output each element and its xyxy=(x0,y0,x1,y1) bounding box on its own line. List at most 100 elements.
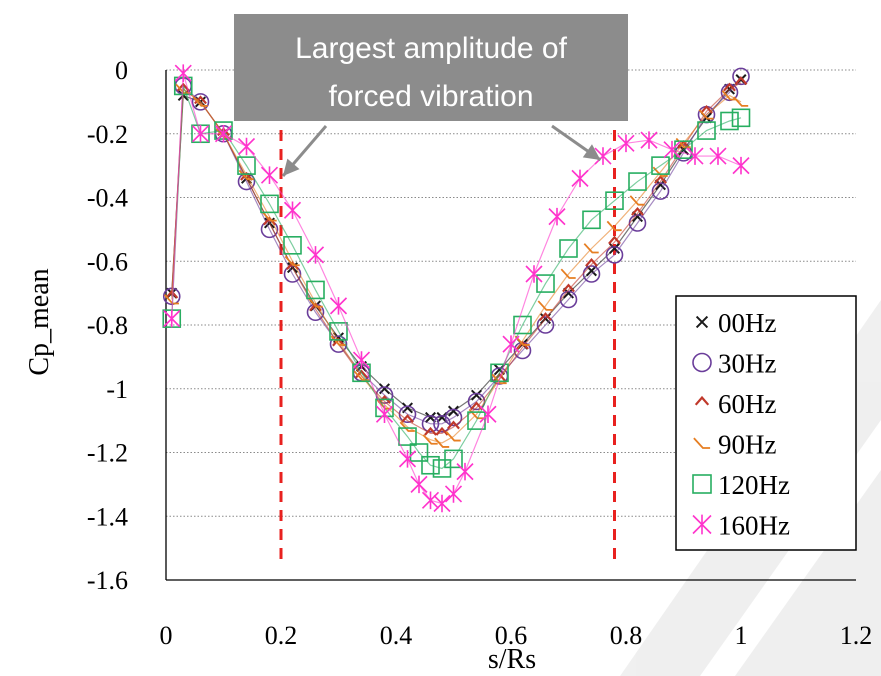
series-line xyxy=(171,82,742,434)
data-point xyxy=(330,335,346,346)
data-point xyxy=(398,427,417,446)
data-point xyxy=(421,491,440,510)
data-point xyxy=(628,172,647,191)
data-point xyxy=(398,450,417,468)
data-point xyxy=(698,109,714,120)
data-point xyxy=(432,459,452,478)
data-point xyxy=(435,426,449,436)
data-point xyxy=(723,82,736,92)
data-point xyxy=(548,207,566,226)
x-tick-label: 0 xyxy=(160,621,173,650)
data-point xyxy=(192,96,208,107)
legend-label: 90Hz xyxy=(718,430,776,460)
legend-label: 30Hz xyxy=(718,349,776,379)
annotation-line-2: forced vibration xyxy=(328,80,533,113)
data-point xyxy=(307,297,323,308)
annotation-arrows xyxy=(281,124,602,177)
data-point xyxy=(191,93,210,111)
x-tick-label: 0.2 xyxy=(265,621,298,650)
data-point xyxy=(651,182,670,200)
data-point xyxy=(692,514,712,535)
data-point xyxy=(654,175,667,184)
data-point xyxy=(491,373,507,385)
data-point xyxy=(605,246,624,264)
x-tick-label: 0.6 xyxy=(495,621,528,650)
data-point xyxy=(559,239,578,258)
series-line xyxy=(171,87,742,444)
legend-entry: 120Hz xyxy=(692,470,790,500)
x-tick-label: 1 xyxy=(735,621,748,650)
series-30Hz xyxy=(162,67,750,433)
legend-entry: 60Hz xyxy=(694,389,776,419)
series-line xyxy=(171,85,742,470)
data-point xyxy=(237,156,256,175)
y-axis-title: Cp_mean xyxy=(24,268,55,375)
data-point xyxy=(686,147,704,165)
data-point xyxy=(606,220,622,232)
legend-label: 160Hz xyxy=(718,511,790,541)
x-tick-label: 0.8 xyxy=(610,621,643,650)
legend: 00Hz 30Hz 60Hz 90Hz 120Hz 160Hz xyxy=(675,295,857,551)
data-point xyxy=(409,443,429,462)
legend-entry: 30Hz xyxy=(692,349,776,379)
x-tick-label: 1.2 xyxy=(840,621,873,650)
series-line xyxy=(171,79,742,419)
data-point xyxy=(283,265,302,283)
legend-entry: 160Hz xyxy=(692,511,790,541)
x-tick-labels: 0 0.2 0.4 0.6 0.8 1 1.2 xyxy=(160,621,873,650)
data-point xyxy=(663,140,681,159)
data-point xyxy=(536,316,555,334)
data-point xyxy=(399,421,415,432)
legend-entry: 90Hz xyxy=(693,430,776,460)
data-point xyxy=(502,335,520,353)
data-point xyxy=(283,201,302,220)
x-tick-label: 0.4 xyxy=(380,621,413,650)
series-line xyxy=(171,73,742,505)
y-tick-label: -0.2 xyxy=(87,120,128,149)
data-point xyxy=(514,335,530,346)
data-point xyxy=(513,315,532,335)
data-point xyxy=(260,194,279,214)
annotation-line-1: Largest amplitude of xyxy=(295,32,567,65)
y-tick-label: -1.6 xyxy=(87,566,128,595)
data-point xyxy=(694,395,710,406)
data-point xyxy=(283,236,302,255)
annotation-arrowhead xyxy=(582,144,601,160)
data-point xyxy=(306,280,325,300)
data-point xyxy=(421,455,440,475)
data-point xyxy=(583,243,599,254)
data-point xyxy=(585,257,598,267)
data-point xyxy=(352,351,371,369)
data-point xyxy=(693,437,711,449)
legend-label: 60Hz xyxy=(718,389,776,419)
data-point xyxy=(536,274,555,293)
data-point xyxy=(421,415,440,433)
data-point xyxy=(617,134,635,153)
data-point xyxy=(539,312,552,321)
data-point xyxy=(721,90,737,101)
legend-entries: 00Hz 30Hz 60Hz 90Hz 120Hz 160Hz xyxy=(692,308,790,541)
data-point xyxy=(191,124,210,143)
data-point xyxy=(652,166,668,177)
vibration-marker-lines xyxy=(279,130,616,566)
data-point xyxy=(401,414,414,423)
data-point xyxy=(434,437,450,448)
data-point xyxy=(329,335,348,353)
legend-label: 00Hz xyxy=(718,308,776,338)
data-point xyxy=(424,426,437,436)
data-point xyxy=(651,156,670,175)
data-point xyxy=(525,265,543,283)
data-point xyxy=(263,216,276,226)
data-point xyxy=(594,147,612,165)
series-00Hz xyxy=(166,74,747,423)
y-tick-label: -1 xyxy=(106,375,128,404)
data-point xyxy=(375,405,394,424)
data-point xyxy=(447,405,460,417)
data-point xyxy=(731,108,751,128)
series-60Hz xyxy=(165,76,748,436)
data-point xyxy=(695,315,709,329)
y-tick-label: -1.2 xyxy=(87,439,128,468)
data-point xyxy=(537,300,553,311)
data-point xyxy=(444,449,463,469)
data-point xyxy=(571,169,589,188)
